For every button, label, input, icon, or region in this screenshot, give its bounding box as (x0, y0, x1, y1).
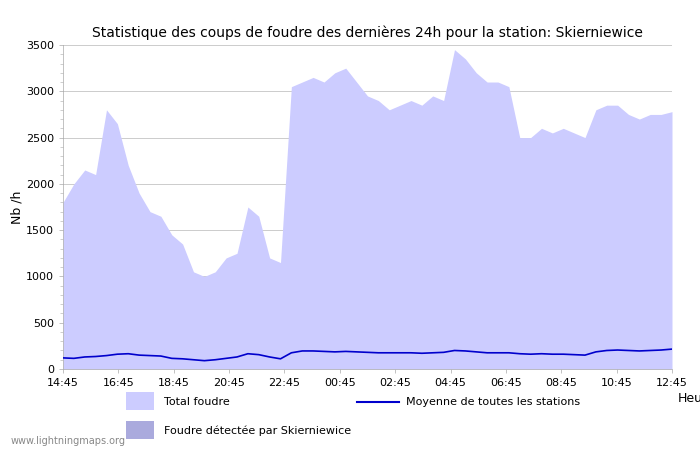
Text: Total foudre: Total foudre (164, 397, 230, 407)
Text: Foudre détectée par Skierniewice: Foudre détectée par Skierniewice (164, 425, 351, 436)
Bar (126, 421, 154, 439)
Text: Heure: Heure (678, 392, 700, 405)
Y-axis label: Nb /h: Nb /h (10, 190, 23, 224)
Text: www.lightningmaps.org: www.lightningmaps.org (10, 436, 125, 446)
Text: Moyenne de toutes les stations: Moyenne de toutes les stations (406, 397, 580, 407)
Title: Statistique des coups de foudre des dernières 24h pour la station: Skierniewice: Statistique des coups de foudre des dern… (92, 25, 643, 40)
Bar (126, 392, 154, 410)
